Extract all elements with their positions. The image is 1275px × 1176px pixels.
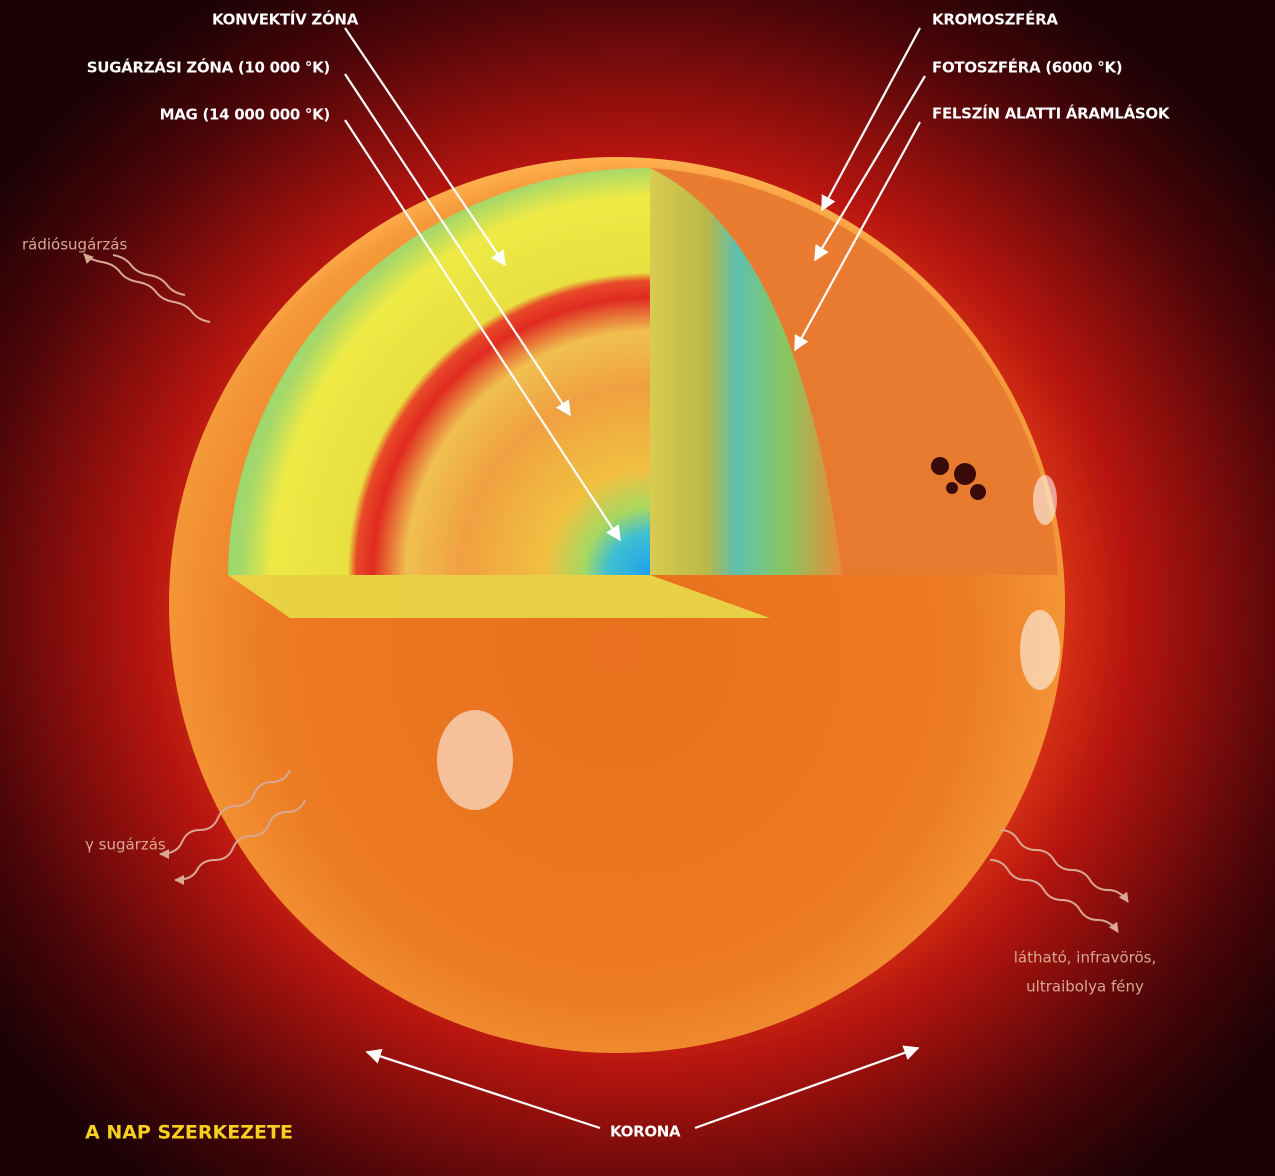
arrow <box>814 75 926 262</box>
cutaway-slice <box>650 168 842 575</box>
radiation-label: látható, infravörös, <box>1014 949 1157 967</box>
cut-floor <box>228 575 770 618</box>
arrow <box>344 27 506 267</box>
radiation-label: γ sugárzás <box>85 836 166 854</box>
label: KONVEKTÍV ZÓNA <box>212 10 359 29</box>
arrow <box>344 73 571 417</box>
wave <box>112 254 186 296</box>
label: KROMOSZFÉRA <box>932 10 1058 29</box>
radiation-label: ultraibolya fény <box>1026 978 1144 996</box>
title: A NAP SZERKEZETE <box>85 1122 293 1144</box>
radiation-label: rádiósugárzás <box>22 236 127 254</box>
label: FOTOSZFÉRA (6000 °K) <box>932 58 1122 77</box>
arrow <box>821 27 921 212</box>
bright-faculae <box>437 475 1060 810</box>
wave-arrow <box>159 769 291 859</box>
arrow <box>365 1048 601 1130</box>
wave-arrow <box>83 253 211 323</box>
wave-arrow <box>989 859 1119 933</box>
sunspots <box>931 457 986 500</box>
cutaway-section <box>228 167 650 575</box>
arrow <box>344 119 621 542</box>
wave-arrow <box>999 829 1129 903</box>
label: FELSZÍN ALATTI ÁRAMLÁSOK <box>932 104 1171 123</box>
corona-label: KORONA <box>610 1123 681 1141</box>
arrow <box>794 121 921 352</box>
arrow <box>694 1045 920 1130</box>
wave-arrow <box>174 799 306 885</box>
label: MAG (14 000 000 °K) <box>160 106 330 124</box>
label: SUGÁRZÁSI ZÓNA (10 000 °K) <box>87 58 330 77</box>
